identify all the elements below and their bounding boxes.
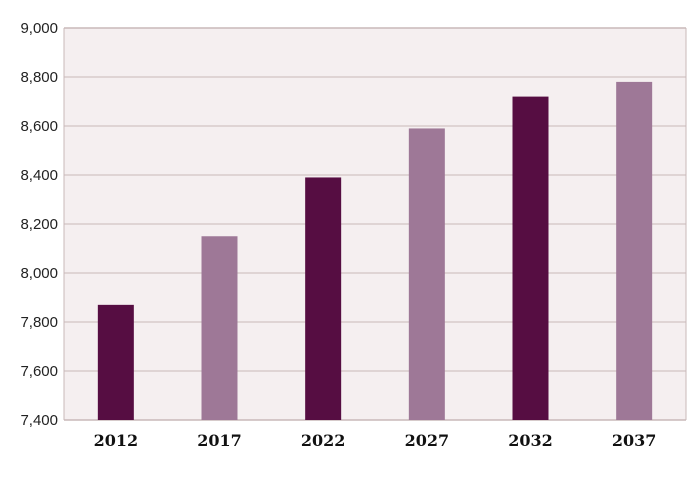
x-tick-label: 2022 <box>301 431 346 450</box>
bars <box>97 81 653 421</box>
y-tick-label: 8,000 <box>20 265 58 282</box>
y-tick-label: 8,800 <box>20 69 58 86</box>
y-tick-label: 7,800 <box>20 314 58 331</box>
x-axis-tick-labels: 2012 2017 2022 2027 2032 2037 <box>94 431 657 450</box>
y-tick-label: 8,200 <box>20 216 58 233</box>
y-tick-label: 7,400 <box>20 412 58 429</box>
bar-2017 <box>201 236 238 420</box>
bar-2032 <box>512 96 549 420</box>
bar-2037 <box>616 81 653 421</box>
y-tick-label: 9,000 <box>20 20 58 37</box>
x-tick-label: 2032 <box>508 431 553 450</box>
x-tick-label: 2027 <box>405 431 450 450</box>
gridlines <box>63 27 687 421</box>
bar-2012 <box>97 304 134 420</box>
bar-2022 <box>305 177 342 420</box>
x-tick-label: 2017 <box>197 431 242 450</box>
y-axis-tick-labels: 7,400 7,600 7,800 8,000 8,200 8,400 8,600 8,800… <box>20 20 58 429</box>
x-tick-label: 2037 <box>612 431 657 450</box>
bar-2027 <box>408 128 445 420</box>
y-tick-label: 7,600 <box>20 363 58 380</box>
y-tick-label: 8,600 <box>20 118 58 135</box>
y-tick-label: 8,400 <box>20 167 58 184</box>
x-tick-label: 2012 <box>94 431 139 450</box>
